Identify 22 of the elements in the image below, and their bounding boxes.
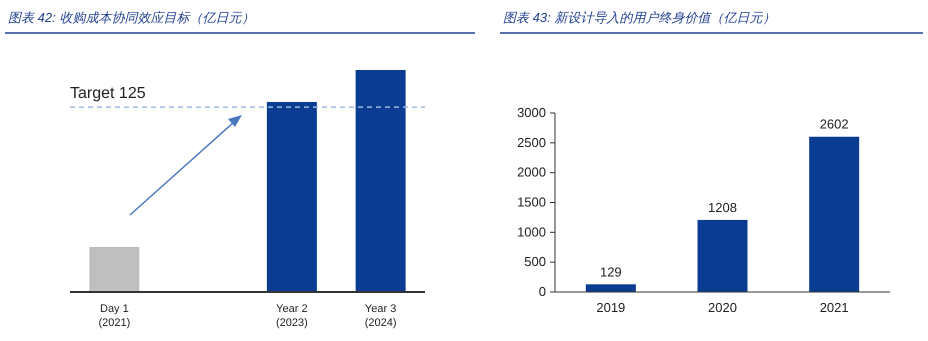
x-tick-label: Year 3 (2024) [364,303,397,329]
y-tick-label: 3000 [517,105,546,120]
bar [698,220,748,292]
bar [809,136,860,292]
data-label: 2602 [820,116,849,132]
x-tick-label: Year 2 (2023) [276,303,308,329]
y-tick-label: 500 [524,254,546,270]
x-tick-label: 2020 [708,300,737,315]
y-tick-label: 1500 [517,194,546,210]
y-tick-label: 2000 [517,164,546,180]
data-label: 1208 [708,200,737,215]
x-tick-label: Day 1 (2021) [98,303,130,329]
bar [586,284,636,292]
y-tick-label: 0 [538,284,546,299]
chart-title: 图表 43: 新设计导入的用户终身价值（亿日元） [503,10,776,25]
y-tick-label: 2500 [517,134,546,150]
x-tick-label: 2019 [596,300,626,315]
ref-line-label: Target 125 [70,85,146,102]
chart-title: 图表 42: 收购成本协同效应目标（亿日元） [8,10,254,25]
data-label: 129 [600,264,622,280]
y-tick-label: 1000 [517,224,546,240]
x-tick-label: 2021 [820,300,849,315]
